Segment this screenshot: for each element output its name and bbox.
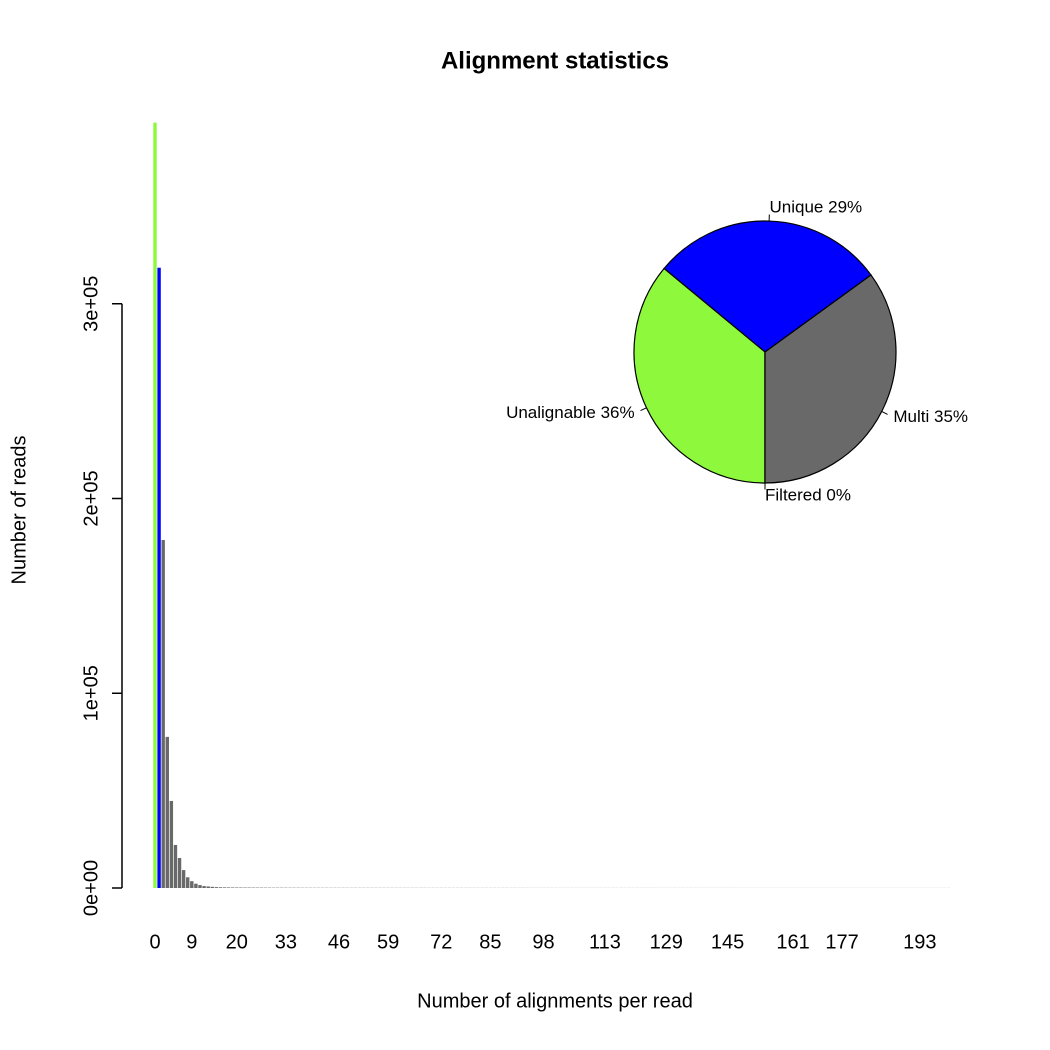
x-tick-label: 72 [430, 931, 452, 953]
pie-label: Unique 29% [770, 197, 863, 216]
bar [186, 877, 190, 888]
x-tick-label: 20 [226, 931, 248, 953]
bar [235, 887, 239, 888]
y-tick-label: 0e+00 [80, 860, 102, 916]
x-tick-label: 177 [825, 931, 858, 953]
x-tick-label: 9 [186, 931, 197, 953]
y-tick-label: 3e+05 [80, 276, 102, 332]
x-tick-label: 0 [149, 931, 160, 953]
pie-label-line [881, 411, 888, 415]
bar [157, 267, 161, 888]
bar [198, 885, 202, 888]
chart-title: Alignment statistics [441, 47, 669, 74]
bar [231, 887, 235, 888]
bar [153, 122, 157, 888]
y-axis-label: Number of reads [8, 436, 30, 585]
x-tick-label: 113 [589, 931, 621, 953]
bar [169, 800, 174, 888]
pie-label: Unalignable 36% [506, 403, 635, 422]
bar [222, 887, 227, 888]
x-tick-label: 98 [532, 931, 554, 953]
bar [161, 539, 165, 888]
x-tick-label: 145 [711, 931, 744, 953]
y-tick-label: 2e+05 [80, 470, 102, 526]
x-tick-label: 33 [275, 931, 297, 953]
bar [177, 858, 182, 888]
bar [206, 886, 210, 888]
x-axis-label: Number of alignments per read [417, 990, 693, 1012]
x-tick-label: 193 [903, 931, 936, 953]
bar [190, 881, 194, 888]
pie-label: Filtered 0% [765, 486, 851, 505]
bar [202, 886, 206, 888]
pie-label-line [640, 407, 647, 412]
x-tick-label: 129 [650, 931, 683, 953]
bar [214, 887, 219, 888]
x-tick-label: 161 [776, 931, 809, 953]
bar [194, 883, 198, 888]
pie-label: Multi 35% [893, 407, 968, 426]
x-tick-label: 85 [479, 931, 501, 953]
x-tick-label: 46 [328, 931, 350, 953]
bar [173, 844, 178, 888]
bar [165, 736, 169, 888]
x-tick-label: 59 [377, 931, 399, 953]
pie-slice [764, 274, 897, 484]
bar [226, 887, 231, 888]
bar [218, 887, 223, 888]
bar [181, 870, 186, 888]
bar [210, 886, 214, 888]
y-tick-label: 1e+05 [80, 665, 102, 721]
